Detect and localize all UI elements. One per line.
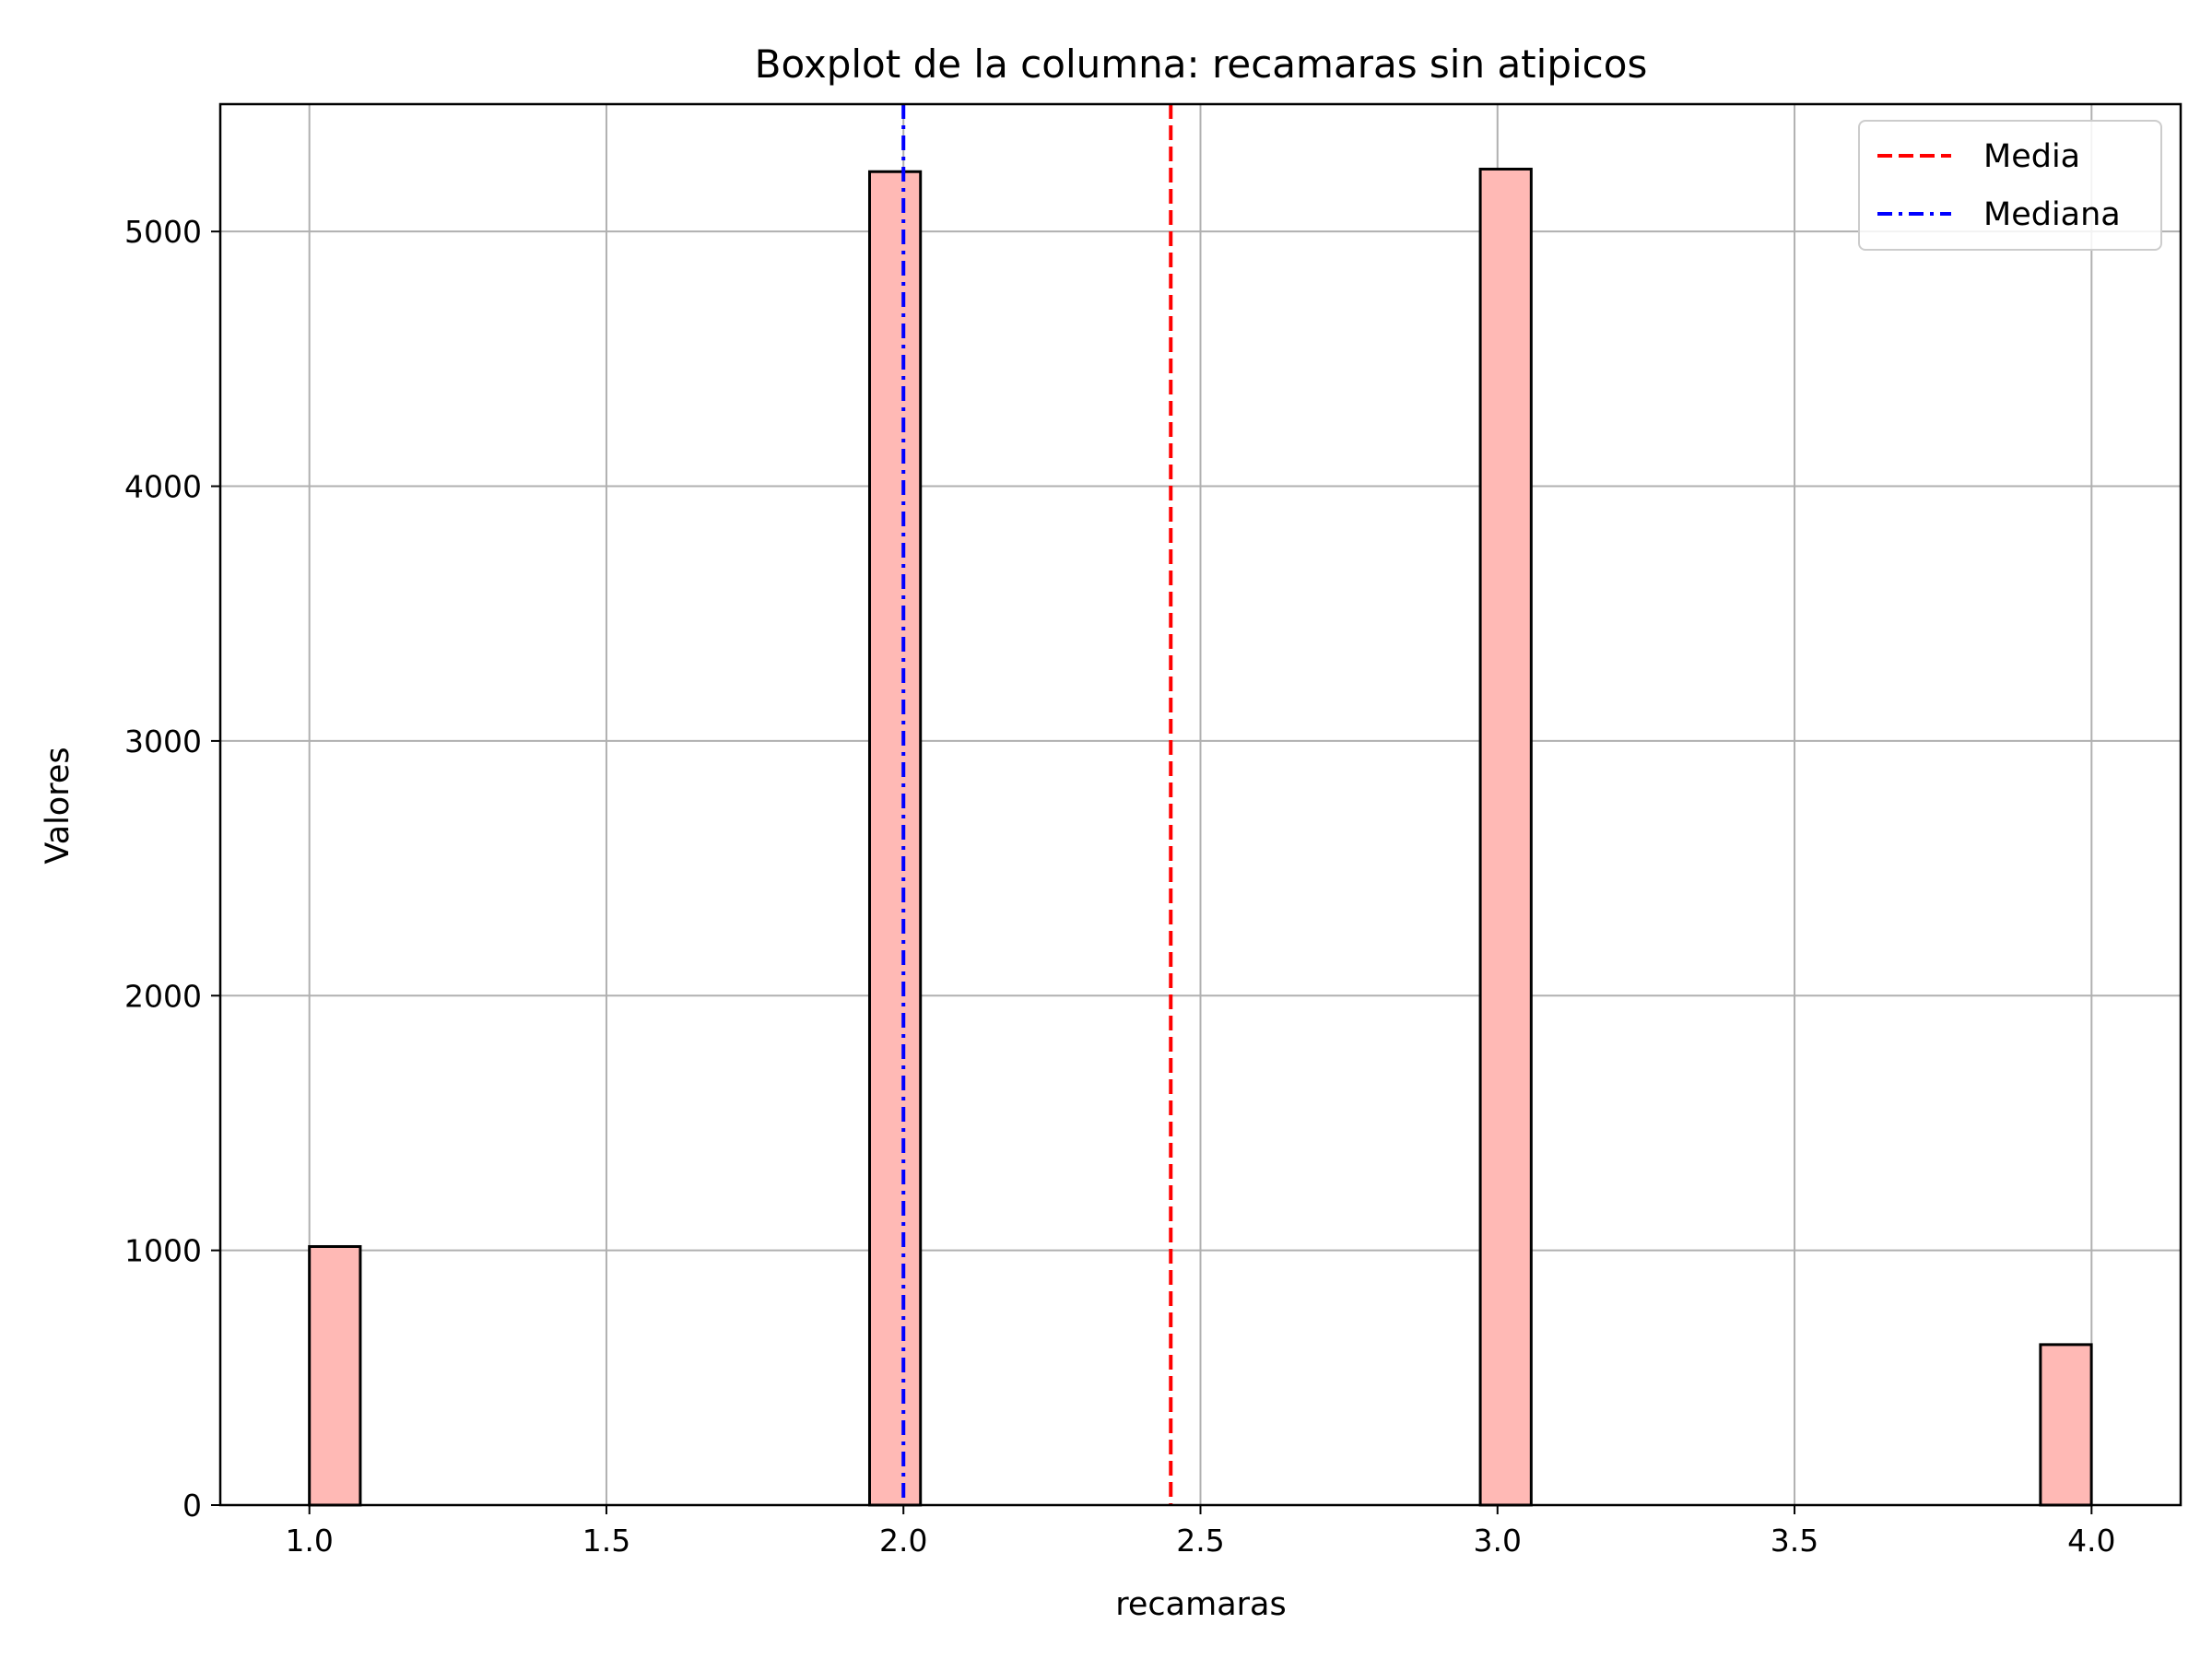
bar-1	[867, 170, 923, 1507]
y-tick-label-0: 0	[182, 1488, 202, 1524]
x-tick-label-2: 2.0	[879, 1523, 927, 1559]
x-tick-label-5: 3.5	[1771, 1523, 1818, 1559]
bar-0	[308, 1244, 362, 1507]
y-axis-ticks: 0 1000 2000 3000 4000 5000	[124, 214, 220, 1524]
chart-title: Boxplot de la columna: recamaras sin ati…	[755, 41, 1648, 87]
y-tick-label-1: 1000	[124, 1233, 202, 1269]
x-axis-ticks: 1.0 1.5 2.0 2.5 3.0 3.5 4.0	[285, 1505, 2116, 1559]
legend-label-mediana: Mediana	[1983, 196, 2121, 233]
grid-lines	[220, 104, 2181, 1506]
x-tick-label-3: 2.5	[1176, 1523, 1224, 1559]
x-tick-label-0: 1.0	[285, 1523, 333, 1559]
bars	[308, 167, 2093, 1507]
y-tick-label-4: 4000	[124, 469, 202, 505]
y-tick-label-5: 5000	[124, 214, 202, 250]
legend: Media Mediana	[1858, 120, 2162, 251]
bar-3	[2039, 1343, 2093, 1507]
y-tick-label-3: 3000	[124, 724, 202, 759]
x-tick-label-6: 4.0	[2067, 1523, 2115, 1559]
x-axis-label: recamaras	[1115, 1586, 1286, 1623]
y-axis-label: Valores	[40, 747, 76, 864]
x-tick-label-1: 1.5	[582, 1523, 630, 1559]
bar-2	[1478, 167, 1533, 1507]
legend-box	[1858, 120, 2162, 251]
y-tick-label-2: 2000	[124, 978, 202, 1014]
legend-label-media: Media	[1983, 138, 2080, 175]
reference-lines	[901, 104, 1173, 1505]
x-tick-label-4: 3.0	[1474, 1523, 1522, 1559]
